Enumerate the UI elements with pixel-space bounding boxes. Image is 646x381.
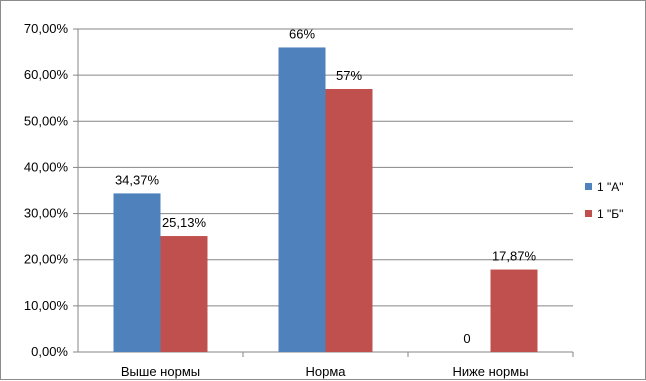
y-tick-label: 10,00% (24, 298, 69, 313)
y-tick-label: 0,00% (31, 344, 68, 359)
data-label: 34,37% (115, 172, 160, 187)
data-label: 25,13% (162, 215, 207, 230)
bar (113, 193, 161, 352)
bar (490, 269, 538, 352)
data-label: 17,87% (492, 249, 537, 264)
data-label: 66% (289, 26, 315, 41)
y-tick-label: 60,00% (24, 67, 69, 82)
x-category-label: Ниже нормы (452, 364, 528, 379)
legend-label: 1 "Б" (597, 207, 623, 221)
bar (278, 47, 326, 352)
data-label: 57% (336, 68, 362, 83)
y-tick-label: 30,00% (24, 206, 69, 221)
bar (160, 236, 208, 352)
x-category-label: Выше нормы (121, 364, 200, 379)
data-label: 0 (463, 331, 470, 346)
y-tick-label: 20,00% (24, 252, 69, 267)
legend-swatch (585, 183, 592, 190)
y-tick-label: 70,00% (24, 21, 69, 36)
y-tick-label: 50,00% (24, 113, 69, 128)
legend-swatch (585, 210, 592, 217)
bar (325, 88, 373, 352)
legend-label: 1 "А" (597, 180, 624, 194)
x-category-label: Норма (305, 364, 346, 379)
y-tick-label: 40,00% (24, 159, 69, 174)
